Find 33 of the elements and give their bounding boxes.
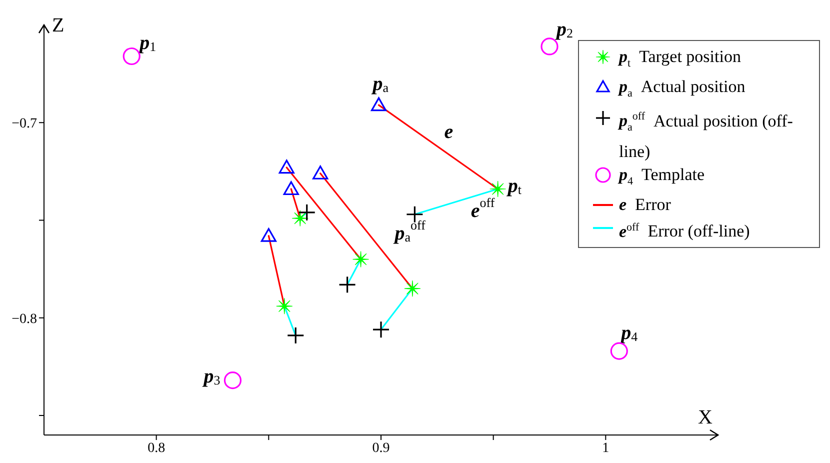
y-tick-label: −0.7	[12, 116, 37, 132]
annotation: p$_{4}$	[619, 322, 638, 344]
point	[224, 372, 242, 390]
legend-label: e$^{off}$ Error (off-line)	[619, 220, 751, 243]
point	[276, 298, 293, 314]
x-tick-label: 0.9	[372, 440, 390, 456]
annotation: p$_{2}$	[554, 18, 573, 40]
point	[404, 280, 421, 297]
point	[370, 97, 387, 112]
legend-label: p$_{t}$ Target position	[619, 46, 742, 72]
annotation: p$_{a}$	[370, 72, 389, 95]
y-axis-title: Z	[52, 14, 64, 37]
annotation: p$_{3}$	[202, 364, 220, 388]
point	[283, 181, 299, 196]
legend-label: p$_{a}$ Actual position	[619, 76, 746, 102]
legend-label: e Error	[619, 194, 672, 216]
point	[260, 228, 276, 242]
annotation: p$_{t}$	[506, 174, 522, 197]
annotation: p$_{1}$	[138, 32, 156, 54]
point	[292, 210, 308, 227]
point	[352, 250, 370, 268]
point	[278, 160, 294, 174]
x-tick-label: 0.8	[148, 440, 166, 456]
legend-label: p$_{a}$$^{off}$ Actual position (off-line)	[619, 110, 794, 163]
annotation: e	[444, 120, 454, 143]
point	[490, 180, 506, 198]
y-tick-label: −0.8	[12, 312, 37, 327]
legend-label: p$_{4}$ Template	[619, 164, 706, 190]
point	[610, 342, 628, 360]
point	[312, 166, 328, 180]
x-tick-label: 1	[602, 440, 610, 456]
x-axis-title: X	[698, 406, 713, 429]
annotation: e$^{off}$	[470, 194, 496, 222]
